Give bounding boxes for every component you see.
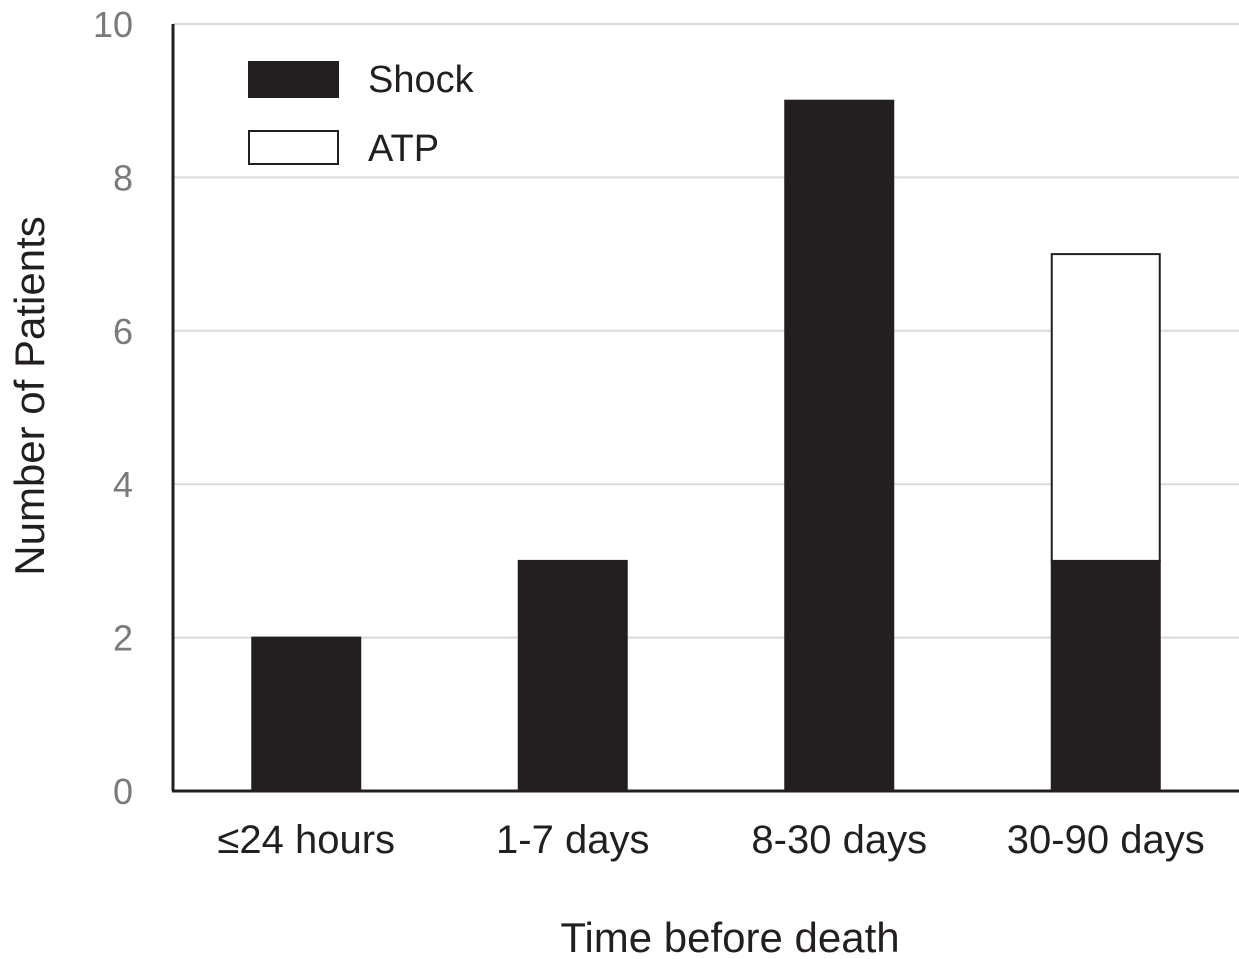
y-tick-label: 4 [113,464,133,505]
x-tick-label: 1-7 days [496,818,649,862]
x-tick-label: ≤24 hours [217,818,395,862]
x-tick-label: 30-90 days [1007,818,1205,862]
bar-shock-2 [784,99,895,792]
y-tick-label: 2 [113,618,133,659]
bar-shock-3 [1050,559,1161,793]
y-tick-label: 10 [93,4,133,45]
legend-label-shock: Shock [368,59,475,101]
legend: Shock ATP [248,59,475,170]
bar-shock-0 [251,636,362,792]
x-tick-label: 8-30 days [751,818,927,862]
y-tick-label: 8 [113,157,133,198]
y-axis-title: Number of Patients [6,216,53,576]
legend-swatch-atp [248,130,339,165]
axes [171,24,1239,793]
bar-atp-3 [1050,253,1161,562]
y-tick-label: 0 [113,771,133,812]
x-tick-labels: ≤24 hours 1-7 days 8-30 days 30-90 days [217,818,1204,862]
y-tick-label: 6 [113,311,133,352]
bar-shock-1 [517,559,628,793]
legend-label-atp: ATP [368,128,439,170]
legend-swatch-shock [248,61,339,98]
bars [251,99,1161,793]
x-axis-title: Time before death [560,914,899,959]
y-tick-labels: 0 2 4 6 8 10 [93,4,133,812]
